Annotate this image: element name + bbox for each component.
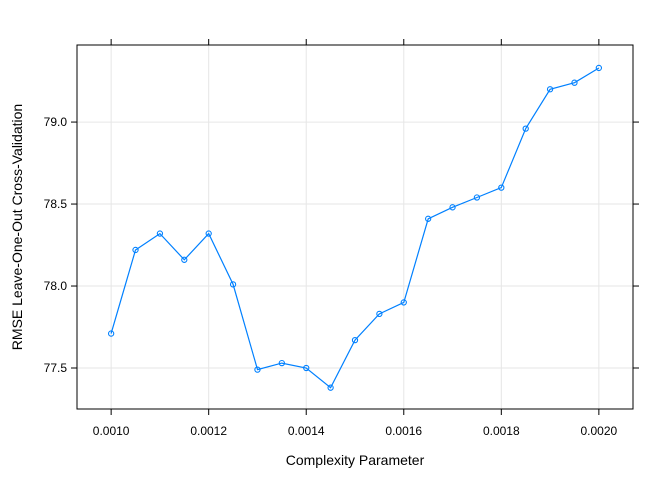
data-point [278,359,285,367]
data-point [400,299,407,306]
data-point [546,86,554,93]
data-point [205,230,212,237]
axis-ticks [71,39,639,415]
data-point [571,79,578,86]
x-tick-label: 0.0014 [288,424,325,438]
data-point [303,364,310,372]
data-point [449,204,456,211]
x-tick-label: 0.0020 [581,424,618,438]
data-point [351,336,359,344]
tick-labels: 0.0010 0.0012 0.0014 0.0016 0.0018 0.0020 77.5… [44,115,618,438]
y-tick-label: 79.0 [44,115,68,129]
x-axis-label: Complexity Parameter [286,452,425,468]
series-line [110,67,600,389]
y-tick-label: 77.5 [44,361,68,375]
grid-lines [77,45,633,409]
data-point [254,366,261,373]
y-tick-label: 78.0 [44,279,68,293]
data-point [132,246,139,254]
series [107,64,603,391]
x-tick-label: 0.0012 [190,424,227,438]
plot-frame [76,44,634,410]
x-tick-label: 0.0018 [483,424,520,438]
data-point [229,281,237,288]
data-point [522,125,529,132]
data-point [107,330,115,337]
data-point [181,256,188,263]
data-point [156,230,164,237]
y-tick-label: 78.5 [44,197,68,211]
y-axis-label: RMSE Leave-One-Out Cross-Validation [9,104,25,350]
data-point [498,184,505,191]
x-tick-label: 0.0010 [93,424,130,438]
data-point [425,215,432,222]
x-tick-label: 0.0016 [385,424,422,438]
data-point [595,64,603,72]
data-point [327,384,334,391]
data-point [473,194,481,201]
data-point [376,310,383,318]
